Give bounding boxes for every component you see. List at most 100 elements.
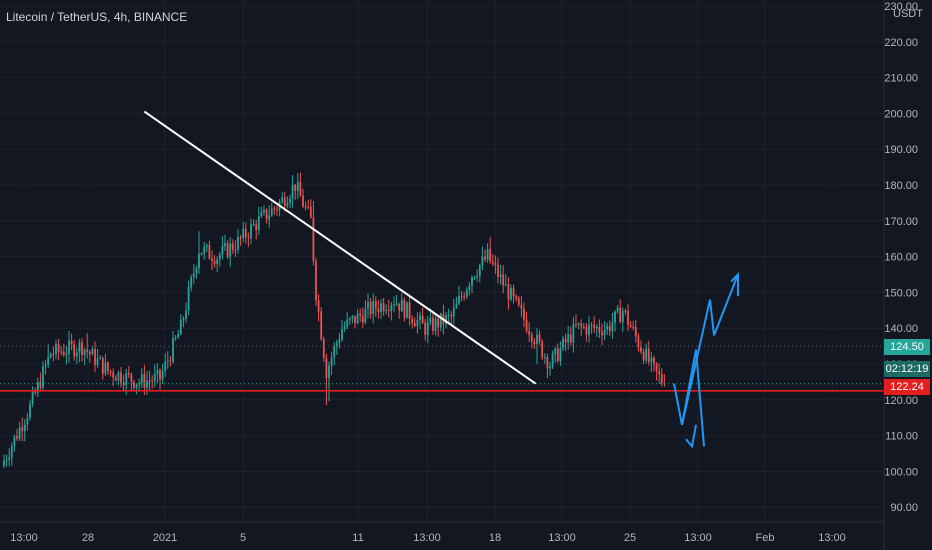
candle-body [424, 322, 427, 335]
candle-body [390, 305, 393, 311]
candle-body [450, 314, 453, 317]
candle-body [242, 228, 245, 239]
candle-body [580, 323, 583, 327]
candle-body [286, 203, 289, 207]
x-tick-label: Feb [756, 532, 775, 544]
candle-body [502, 274, 505, 286]
candle-body [637, 336, 640, 348]
candle-body [200, 253, 203, 255]
candle-body [564, 338, 567, 343]
candle-body [55, 343, 57, 355]
candle-body [593, 324, 596, 329]
trendline [143, 110, 537, 385]
candle-body [36, 381, 39, 393]
candle-body [346, 319, 349, 327]
candle-body [255, 224, 258, 230]
candle-body [195, 268, 198, 274]
candle-body [585, 326, 588, 335]
candle-body [260, 212, 263, 217]
candle-body [21, 427, 24, 432]
candle-body [276, 209, 278, 211]
candle-body [491, 261, 494, 264]
candle-body [465, 289, 468, 297]
candle-body [551, 353, 554, 367]
candle-body [403, 300, 406, 318]
candle-body [91, 349, 94, 355]
candle-body [356, 313, 359, 324]
candle-body [99, 357, 102, 359]
candle-body [458, 296, 460, 304]
candle-body [317, 300, 320, 312]
candle-body [616, 307, 619, 312]
candle-body [192, 273, 195, 278]
candle-body [642, 351, 645, 361]
candle-body [190, 277, 193, 288]
x-tick-label: 11 [352, 532, 363, 544]
candle-body [221, 246, 224, 255]
candle-body [226, 243, 229, 257]
candle-body [153, 374, 156, 382]
candle-body [185, 310, 187, 319]
candle-body [16, 436, 18, 439]
candle-body [270, 208, 273, 216]
bar-countdown-badge: 02:12:19 [884, 361, 930, 377]
currency-unit: USDT [893, 8, 923, 20]
candle-body [359, 313, 362, 316]
candle-body [130, 374, 133, 382]
candle-body [112, 372, 115, 378]
candle-body [151, 380, 154, 382]
candle-body [445, 314, 447, 324]
candle-body [312, 217, 315, 262]
candle-body [213, 261, 216, 265]
candle-body [520, 304, 523, 309]
candle-body [70, 340, 73, 345]
candle-body [42, 366, 44, 388]
candle-body [650, 357, 653, 363]
candle-body [601, 331, 603, 336]
candle-body [512, 288, 515, 297]
candle-body [234, 249, 237, 251]
candle-body [164, 361, 167, 372]
candle-body [10, 446, 13, 458]
candle-body [294, 185, 297, 191]
candle-body [216, 259, 219, 265]
candle-body [18, 427, 21, 439]
candle-body [320, 311, 323, 340]
candle-body [554, 348, 557, 354]
candle-body [432, 317, 434, 331]
candle-body [224, 243, 226, 247]
candle-body [413, 323, 416, 326]
candle-body [624, 310, 627, 312]
candle-body [372, 300, 375, 315]
candle-body [429, 317, 432, 323]
candle-body [447, 314, 450, 316]
candle-body [354, 316, 356, 324]
y-tick-label: 140.00 [884, 323, 918, 335]
candle-body [265, 209, 268, 220]
candle-body [515, 296, 518, 299]
candle-body [68, 340, 70, 354]
y-tick-label: 190.00 [884, 144, 918, 156]
y-tick-label: 90.00 [890, 502, 918, 514]
candle-body [86, 349, 89, 352]
candle-body [452, 307, 455, 317]
candle-body [296, 182, 299, 191]
candle-body [239, 237, 242, 239]
candle-body [517, 298, 520, 305]
candle-body [611, 322, 614, 332]
candle-body [104, 362, 107, 374]
candle-body [283, 197, 286, 207]
candle-body [530, 334, 533, 342]
candle-body [325, 357, 328, 379]
candle-body [647, 348, 650, 363]
candle-body [510, 288, 512, 300]
candle-body [361, 315, 364, 323]
candle-body [348, 318, 351, 320]
candle-body [289, 198, 291, 204]
candle-body [387, 310, 390, 312]
symbol-title[interactable]: Litecoin / TetherUS, 4h, BINANCE [6, 10, 188, 24]
candle-body [351, 316, 354, 319]
candle-body [133, 381, 135, 388]
projection-arrowhead-down [685, 424, 697, 449]
